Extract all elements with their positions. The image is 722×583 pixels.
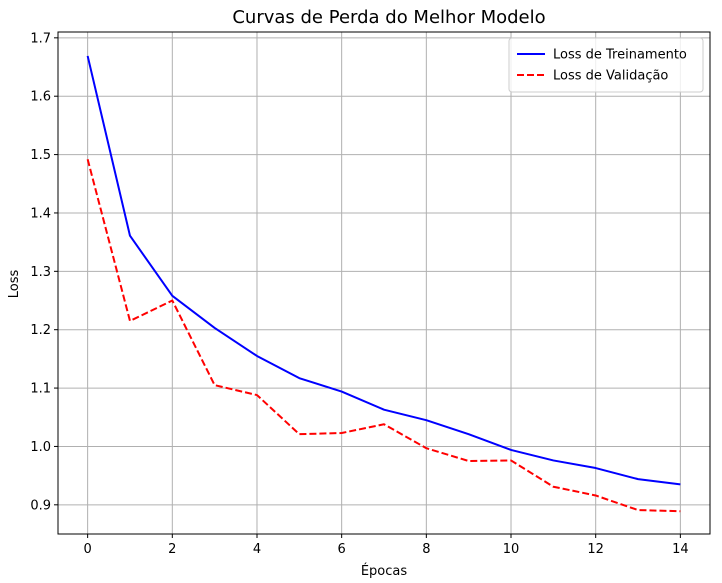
y-tick-label: 1.0 — [30, 440, 51, 455]
y-tick-label: 1.6 — [30, 90, 51, 105]
chart-title: Curvas de Perda do Melhor Modelo — [232, 7, 545, 28]
x-tick-label: 0 — [83, 542, 91, 557]
series-line-1 — [86, 158, 681, 513]
legend-label-0: Loss de Treinamento — [553, 48, 687, 63]
x-tick-label: 8 — [422, 542, 430, 557]
series-layer — [86, 55, 681, 513]
y-tick-label: 1.3 — [30, 265, 51, 280]
y-tick-label: 1.4 — [30, 206, 51, 221]
y-tick-label: 1.7 — [30, 31, 51, 46]
y-axis-label: Loss — [7, 270, 22, 299]
x-axis-label: Épocas — [361, 563, 408, 579]
y-tick-label: 1.2 — [30, 323, 51, 338]
grid-layer — [58, 32, 710, 534]
legend: Loss de Treinamento Loss de Validação — [508, 37, 704, 93]
legend-box — [508, 37, 704, 93]
plot-frame — [57, 31, 711, 535]
y-tick-label: 1.5 — [30, 148, 51, 163]
x-tick-label: 6 — [338, 542, 346, 557]
tick-layer: 0 2 4 6 8 10 12 14 0.9 1.0 1.1 1.2 1.3 1.4 1.5 1.6 1.7 — [30, 31, 688, 557]
x-tick-label: 12 — [587, 542, 604, 557]
x-tick-label: 14 — [672, 542, 689, 557]
legend-label-1: Loss de Validação — [553, 69, 668, 84]
x-tick-label: 4 — [253, 542, 261, 557]
y-tick-label: 0.9 — [30, 498, 51, 513]
x-tick-label: 2 — [168, 542, 176, 557]
y-tick-label: 1.1 — [30, 382, 51, 397]
series-line-0 — [86, 55, 681, 486]
x-tick-label: 10 — [503, 542, 520, 557]
